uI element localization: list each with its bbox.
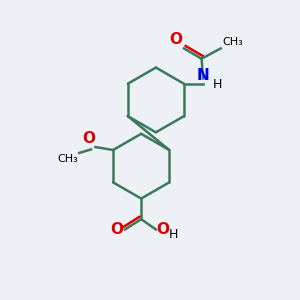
Text: CH₃: CH₃ [222,37,243,47]
Text: H: H [168,228,178,241]
Text: N: N [197,68,209,83]
Text: O: O [157,222,169,237]
Text: H: H [212,78,222,92]
Text: O: O [169,32,182,47]
Text: O: O [110,222,124,237]
Text: CH₃: CH₃ [57,154,78,164]
Text: O: O [82,130,95,146]
